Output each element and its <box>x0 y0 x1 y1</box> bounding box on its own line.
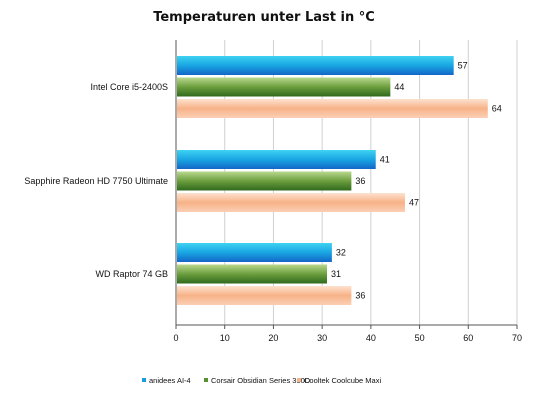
data-label: 36 <box>355 176 365 186</box>
data-label: 44 <box>394 82 404 92</box>
category-label: WD Raptor 74 GB <box>95 269 168 279</box>
bar <box>177 99 488 118</box>
legend-swatch <box>142 378 146 382</box>
x-tick-label: 20 <box>268 333 278 343</box>
data-label: 41 <box>380 155 390 165</box>
legend-swatch <box>297 378 301 382</box>
legend-label: Cooltek Coolcube Maxi <box>304 376 381 385</box>
x-tick-label: 50 <box>415 333 425 343</box>
x-tick-label: 40 <box>366 333 376 343</box>
legend-label: Corsair Obsidian Series 350D <box>211 376 311 385</box>
data-label: 32 <box>336 248 346 258</box>
bar <box>177 150 376 169</box>
x-tick-label: 60 <box>463 333 473 343</box>
data-label: 47 <box>409 198 419 208</box>
bar <box>177 243 332 262</box>
x-tick-label: 70 <box>512 333 522 343</box>
data-label: 57 <box>458 61 468 71</box>
legend-swatch <box>204 378 208 382</box>
data-label: 36 <box>355 291 365 301</box>
bar <box>177 193 405 212</box>
bar <box>177 264 328 284</box>
category-label: Intel Core i5-2400S <box>90 82 168 92</box>
x-axis-ticks: 0 10 20 30 40 50 60 70 <box>173 325 522 343</box>
chart-title: Temperaturen unter Last in °C <box>153 10 375 25</box>
bar <box>177 56 454 75</box>
bar <box>177 171 352 191</box>
x-tick-label: 0 <box>173 333 178 343</box>
bar <box>177 286 352 305</box>
category-labels: Intel Core i5-2400S Sapphire Radeon HD 77… <box>24 82 168 279</box>
legend: anidees AI-4 Corsair Obsidian Series 350D… <box>142 376 381 385</box>
data-label: 64 <box>492 104 502 114</box>
x-tick-label: 30 <box>317 333 327 343</box>
legend-label: anidees AI-4 <box>149 376 191 385</box>
category-label: Sapphire Radeon HD 7750 Ultimate <box>24 176 168 186</box>
bar <box>177 77 391 97</box>
bar-series: 57 44 64 41 36 47 32 31 36 <box>177 56 502 305</box>
x-tick-label: 10 <box>220 333 230 343</box>
data-label: 31 <box>331 269 341 279</box>
